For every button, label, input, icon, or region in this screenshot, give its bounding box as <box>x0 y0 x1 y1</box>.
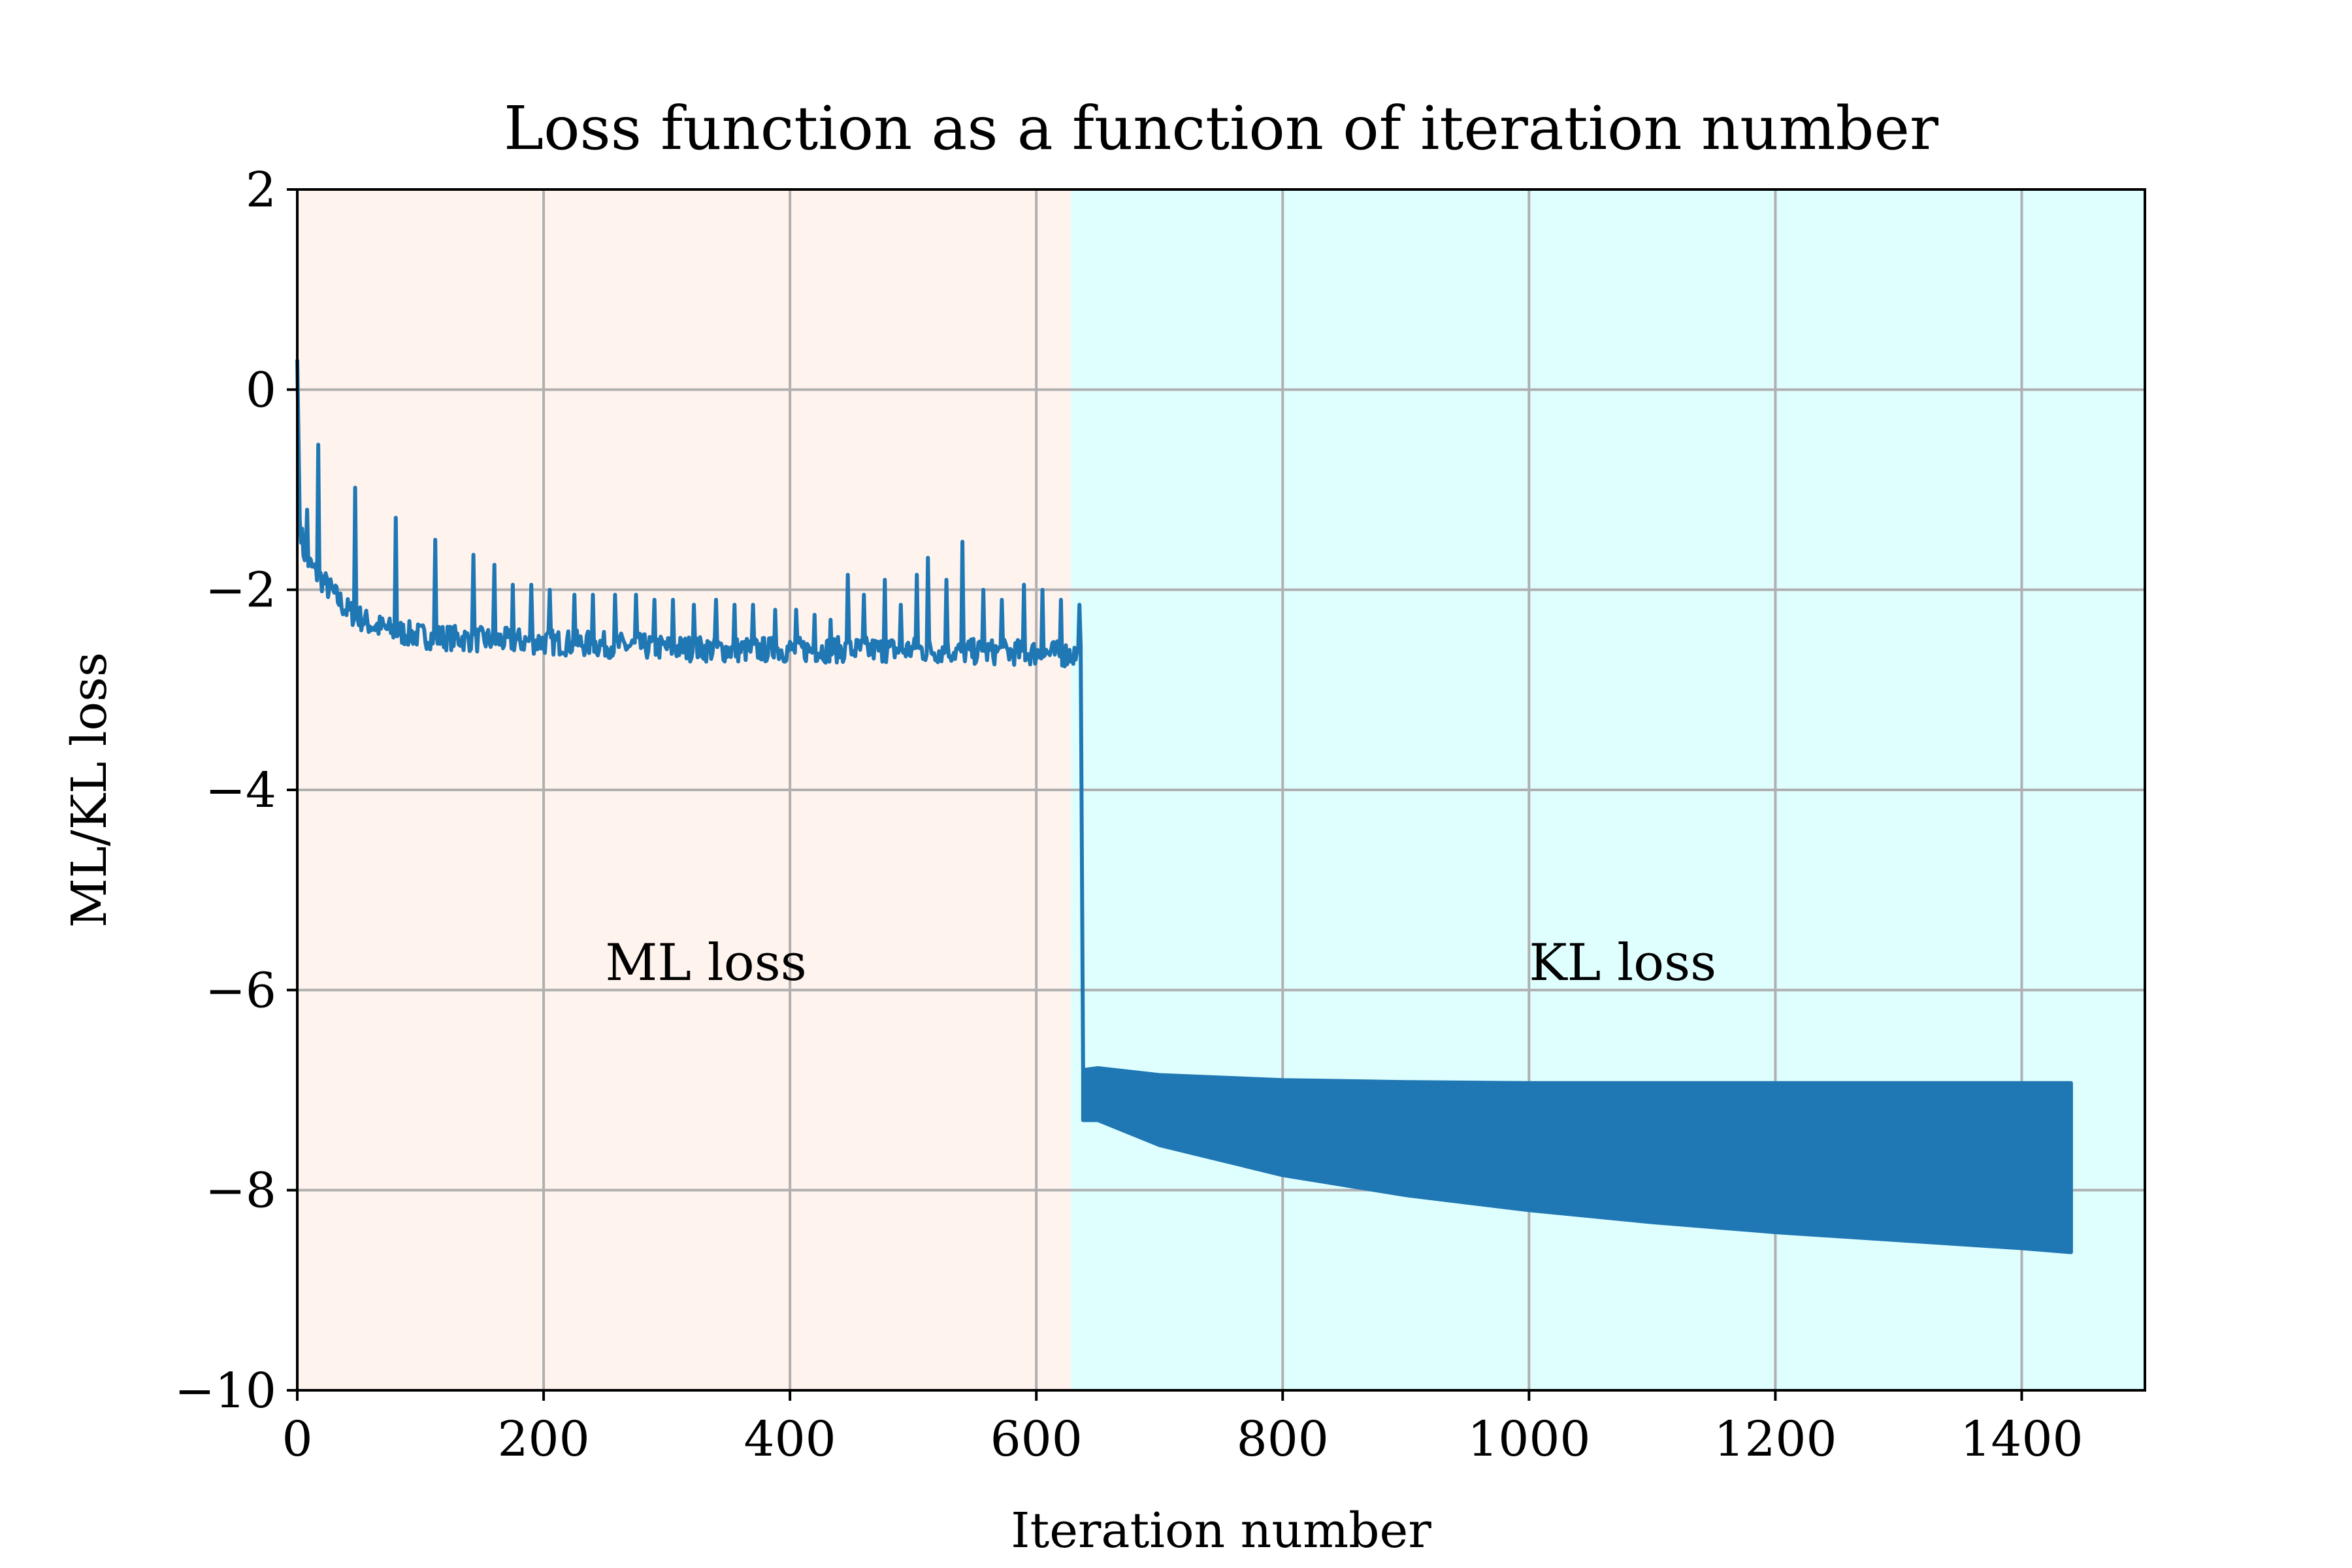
x-tick-label: 800 <box>1237 1411 1329 1467</box>
x-tick-label: 400 <box>744 1411 836 1467</box>
x-tick-label: 1400 <box>1960 1411 2083 1467</box>
x-tick-label: 200 <box>497 1411 589 1467</box>
y-axis-label: ML/KL loss <box>61 652 118 928</box>
y-tick-label: 0 <box>246 362 276 418</box>
chart-title: Loss function as a function of iteration… <box>504 93 1938 163</box>
x-tick-label: 0 <box>282 1411 312 1467</box>
ml-loss-line <box>295 359 1085 1070</box>
y-tick-label: 2 <box>246 162 276 218</box>
x-tick-label: 1200 <box>1714 1411 1837 1467</box>
y-tick-label: −4 <box>205 762 276 819</box>
x-axis-label: Iteration number <box>1011 1503 1431 1559</box>
y-tick-label: −2 <box>205 563 276 619</box>
region-label-kl: KL loss <box>1529 934 1716 992</box>
y-tick-label: −10 <box>174 1363 276 1419</box>
y-axis-ticks: −10 −8 −6 −4 −2 0 2 <box>174 162 297 1419</box>
y-tick-label: −6 <box>205 962 276 1019</box>
x-tick-label: 600 <box>990 1411 1083 1467</box>
phase-region-labels: ML loss KL loss <box>605 934 1716 992</box>
loss-series <box>295 359 2073 1254</box>
region-label-ml: ML loss <box>605 934 806 992</box>
kl-loss-band <box>1081 1066 2073 1254</box>
y-tick-label: −8 <box>205 1163 276 1219</box>
x-axis-ticks: 0 200 400 600 800 1000 1200 1400 <box>282 1390 2083 1467</box>
x-tick-label: 1000 <box>1467 1411 1590 1467</box>
